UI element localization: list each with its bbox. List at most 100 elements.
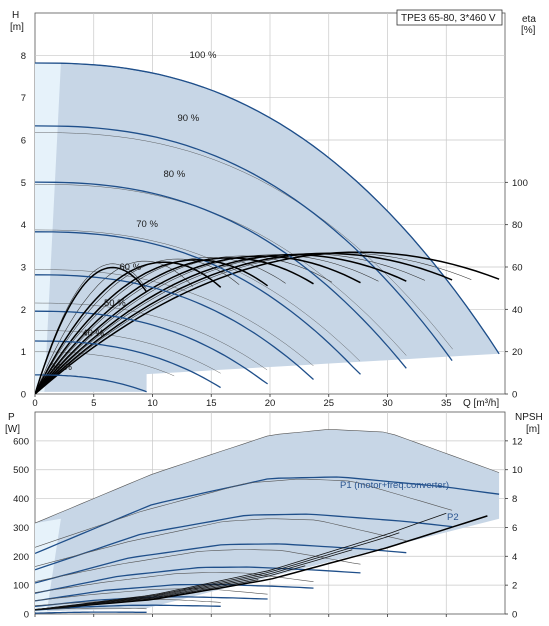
efficiency-curve-thin <box>35 260 193 394</box>
p2-curve <box>35 611 147 614</box>
speed-label: 100 % <box>190 50 217 61</box>
p-tick-label: 600 <box>13 436 29 447</box>
p1-curve <box>35 549 361 582</box>
y-right-tick-label: 60 <box>512 263 523 274</box>
chart-title: TPE3 65-80, 3*460 V <box>401 13 496 24</box>
npsh-axis-label-unit: [m] <box>526 424 540 435</box>
power-area <box>35 429 500 612</box>
y-right-label-unit: [%] <box>521 25 536 36</box>
npsh-curve-partial <box>35 532 400 611</box>
y-left-label-symbol: H <box>12 10 19 21</box>
y-right-tick-label: 0 <box>512 390 517 401</box>
x-axis-label: Q [m³/h] <box>463 398 499 409</box>
head-efficiency-panel: 100 %90 %80 %70 %60 %50 %40 %24 % 0 5 10 15… <box>10 9 536 409</box>
speed-label: 60 % <box>119 262 141 273</box>
npsh-tick-label: 4 <box>512 552 517 563</box>
efficiency-curve-70pct <box>35 255 361 394</box>
npsh-tick-label: 8 <box>512 494 517 505</box>
y-left-label-unit: [m] <box>10 22 24 33</box>
npsh-axis-label-symbol: NPSH <box>515 412 543 423</box>
p1-curve <box>35 607 147 610</box>
p2-curve <box>35 513 453 571</box>
y-left-tick-label: 0 <box>21 390 26 401</box>
power-curves <box>35 429 500 614</box>
x-tick-label: 20 <box>265 398 276 409</box>
x-tick-label: 30 <box>382 398 393 409</box>
speed-label: 50 % <box>104 298 126 309</box>
head-curve-thin <box>35 229 361 362</box>
p-tick-label: 500 <box>13 465 29 476</box>
speed-label: 70 % <box>136 219 158 230</box>
y-left-tick-label: 1 <box>21 347 26 358</box>
bottom-axis-ticks: 0 100 200 300 400 500 600 0 2 4 6 8 10 12 <box>13 436 522 620</box>
head-curve-thin <box>35 330 221 374</box>
efficiency-curve-thin <box>35 254 379 394</box>
speed-labels: 100 % 90 % 80 % 70 % 60 % 50 % 40 % 24 % <box>50 50 217 373</box>
p-tick-label: 0 <box>24 610 29 621</box>
title-box <box>396 9 503 26</box>
y-left-tick-label: 3 <box>21 263 26 274</box>
npsh-tick-label: 2 <box>512 581 517 592</box>
head-curve-thin <box>35 269 314 367</box>
y-right-label-symbol: eta <box>522 14 536 25</box>
head-curve-100pct <box>35 62 500 355</box>
head-curve-60pct <box>35 274 314 380</box>
y-left-tick-label: 5 <box>21 178 26 189</box>
p1-curve <box>35 478 453 548</box>
p1-curve <box>35 588 268 601</box>
efficiency-curve-thin <box>35 255 333 394</box>
y-right-tick-label: 80 <box>512 220 523 231</box>
y-right-tick-label: 20 <box>512 347 523 358</box>
x-tick-label: 10 <box>147 398 158 409</box>
p1-curve <box>35 429 500 524</box>
head-curve-24pct <box>35 374 147 393</box>
head-curve-50pct <box>35 310 268 385</box>
x-tick-label: 15 <box>206 398 217 409</box>
head-curve-40pct <box>35 340 221 389</box>
p-tick-label: 100 <box>13 581 29 592</box>
efficiency-curve-80pct <box>35 253 407 394</box>
y-left-tick-label: 4 <box>21 220 26 231</box>
y-right-tick-label: 100 <box>512 178 528 189</box>
p1-series-label: P1 (motor+freq.converter) <box>340 480 449 491</box>
p-tick-label: 200 <box>13 552 29 563</box>
low-flow-zone <box>35 63 61 392</box>
npsh-tick-label: 10 <box>512 465 523 476</box>
head-curve-90pct <box>35 125 453 361</box>
efficiency-curve-90pct <box>35 252 453 394</box>
p2-curve <box>35 583 314 602</box>
speed-label: 24 % <box>50 362 72 373</box>
x-tick-label: 25 <box>323 398 334 409</box>
y-left-tick-label: 2 <box>21 305 26 316</box>
x-tick-label: 5 <box>91 398 96 409</box>
head-curve-thin <box>35 302 268 371</box>
speed-label: 40 % <box>82 328 104 339</box>
head-curves <box>35 62 500 394</box>
efficiency-curve-thin <box>35 253 426 394</box>
npsh-tick-label: 0 <box>512 610 517 621</box>
efficiency-curve-thin <box>35 252 472 394</box>
p-tick-label: 400 <box>13 494 29 505</box>
npsh-tick-label: 6 <box>512 523 517 534</box>
y-right-tick-label: 40 <box>512 305 523 316</box>
p-axis-label-unit: [W] <box>5 424 20 435</box>
x-tick-label: 35 <box>441 398 452 409</box>
p-axis-label-symbol: P <box>8 412 15 423</box>
efficiency-curve-24pct <box>35 266 148 394</box>
npsh-curve <box>35 515 488 611</box>
x-tick-label: 0 <box>32 398 37 409</box>
y-left-tick-label: 8 <box>21 51 26 62</box>
npsh-curve-partial <box>35 512 447 611</box>
efficiency-curve-thin <box>35 257 286 394</box>
y-left-tick-label: 7 <box>21 93 26 104</box>
npsh-tick-label: 12 <box>512 436 523 447</box>
y-left-tick-label: 6 <box>21 136 26 147</box>
efficiency-curve-50pct <box>35 259 269 394</box>
p2-series-label: P2 <box>447 512 459 523</box>
speed-label: 90 % <box>178 113 200 124</box>
p-tick-label: 300 <box>13 523 29 534</box>
p1-curve <box>35 572 314 593</box>
